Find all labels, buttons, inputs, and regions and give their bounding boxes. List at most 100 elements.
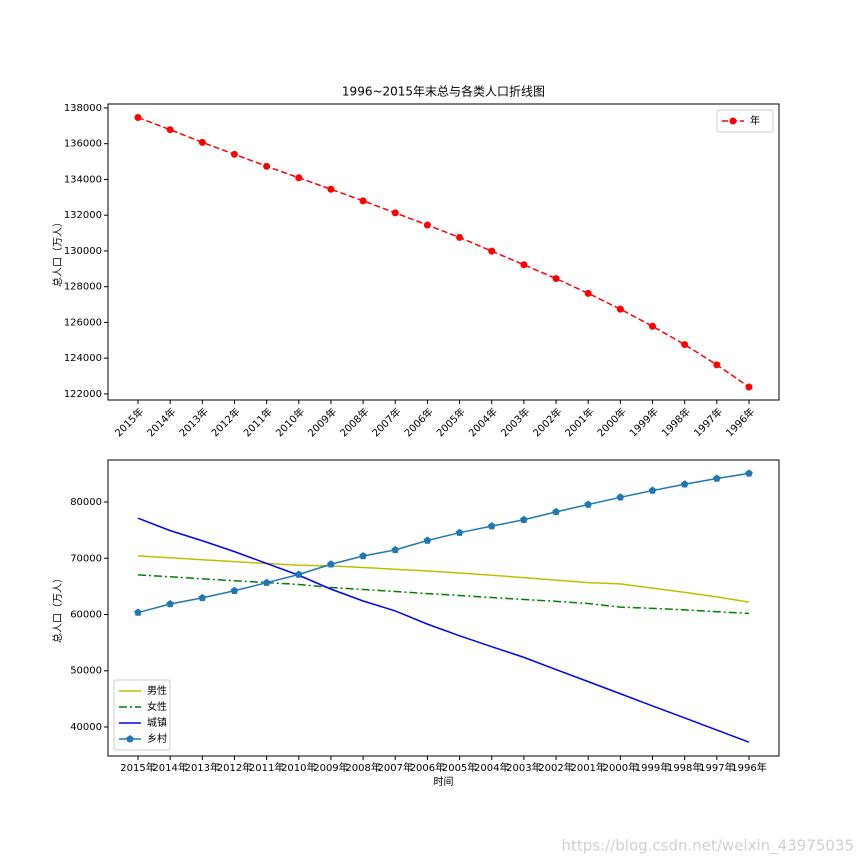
y-tick-label: 122000 [64, 389, 102, 400]
point [713, 474, 721, 482]
point [166, 600, 174, 608]
legend-frame [716, 109, 774, 133]
x-tick-label: 2010年 [281, 761, 316, 774]
point [263, 162, 271, 170]
y-tick-label: 132000 [64, 210, 102, 221]
x-tick-label: 2012年 [208, 405, 242, 439]
point [423, 536, 432, 544]
point [648, 486, 657, 494]
series-line [137, 116, 750, 388]
point [391, 209, 399, 217]
x-tick-label: 1998年 [667, 761, 702, 774]
chart-title: 1996~2015年末总与各类人口折线图 [342, 84, 545, 99]
x-tick-label: 2005年 [434, 405, 468, 439]
x-tick-label: 2001年 [562, 405, 596, 439]
point [552, 507, 560, 516]
point [584, 289, 592, 297]
x-tick-label: 2004年 [474, 761, 509, 774]
series-line [137, 472, 750, 614]
y-tick-label: 70000 [70, 553, 102, 564]
point [359, 197, 367, 205]
point [230, 586, 239, 594]
point [423, 221, 431, 229]
x-tick-label: 1998年 [659, 405, 693, 439]
legend-label: 男性 [147, 684, 167, 697]
point [616, 305, 624, 313]
y-tick-label: 126000 [64, 317, 102, 328]
x-tick-label: 2001年 [570, 761, 605, 774]
x-tick-label: 2013年 [185, 761, 220, 774]
y-axis-label: 总人口（万人） [51, 217, 64, 287]
series-line [137, 574, 750, 615]
x-tick-label: 2004年 [466, 405, 500, 439]
x-tick-label: 2015年 [120, 761, 155, 774]
y-tick-label: 134000 [64, 174, 102, 185]
point [456, 233, 464, 241]
x-tick-label: 1999年 [627, 405, 661, 439]
x-tick-label: 2009年 [305, 405, 339, 439]
x-tick-label: 2002年 [530, 405, 564, 439]
y-tick-label: 50000 [70, 666, 102, 677]
x-tick-label: 2007年 [369, 405, 403, 439]
point [359, 552, 367, 560]
point [391, 545, 400, 554]
point [552, 275, 560, 283]
y-tick-label: 136000 [64, 139, 102, 150]
x-tick-label: 2002年 [538, 761, 573, 774]
point [487, 522, 496, 530]
point [584, 500, 593, 508]
point [616, 493, 625, 501]
legend-label: 城镇 [147, 716, 167, 729]
x-tick-label: 2006年 [410, 761, 445, 774]
point [488, 247, 496, 255]
point [713, 361, 721, 369]
x-tick-label: 2006年 [401, 405, 435, 439]
point [520, 515, 528, 523]
point [134, 114, 142, 122]
legend-marker [729, 117, 737, 125]
point [680, 480, 689, 488]
point [681, 341, 689, 349]
y-tick-label: 80000 [70, 497, 102, 508]
point [262, 578, 271, 586]
x-tick-label: 2015年 [112, 405, 146, 439]
point [198, 593, 207, 602]
plot-frame [107, 103, 780, 401]
x-tick-label: 2013年 [176, 405, 210, 439]
x-tick-label: 1997年 [691, 405, 725, 439]
point [455, 528, 464, 536]
point [649, 322, 657, 330]
point [230, 150, 238, 158]
legend-label: 乡村 [147, 732, 167, 745]
series-line [137, 555, 750, 603]
x-tick-label: 1996年 [723, 405, 757, 439]
x-tick-label: 1996年 [731, 761, 766, 774]
x-tick-label: 2011年 [241, 405, 275, 439]
x-tick-label: 1999年 [635, 761, 670, 774]
point [294, 570, 303, 578]
legend-label: 女性 [147, 700, 167, 713]
plot-frame [107, 459, 780, 757]
x-tick-label: 2005年 [442, 761, 477, 774]
point [745, 469, 753, 477]
point [745, 383, 753, 391]
x-tick-label: 2012年 [217, 761, 252, 774]
x-tick-label: 2003年 [498, 405, 532, 439]
watermark: https://blog.csdn.net/weixin_43975035 [561, 837, 854, 856]
y-axis-label: 总人口（万人） [51, 573, 64, 643]
x-tick-label: 2014年 [152, 761, 187, 774]
legend-label: 年 [750, 114, 760, 127]
point [198, 138, 206, 146]
x-tick-label: 2008年 [345, 761, 380, 774]
y-tick-label: 130000 [64, 246, 102, 257]
y-tick-label: 138000 [64, 103, 102, 114]
y-tick-label: 128000 [64, 282, 102, 293]
x-tick-label: 2000年 [603, 761, 638, 774]
legend-frame [113, 679, 171, 751]
y-tick-label: 124000 [64, 353, 102, 364]
point [520, 261, 528, 269]
y-tick-label: 40000 [70, 722, 102, 733]
x-tick-label: 1997年 [699, 761, 734, 774]
